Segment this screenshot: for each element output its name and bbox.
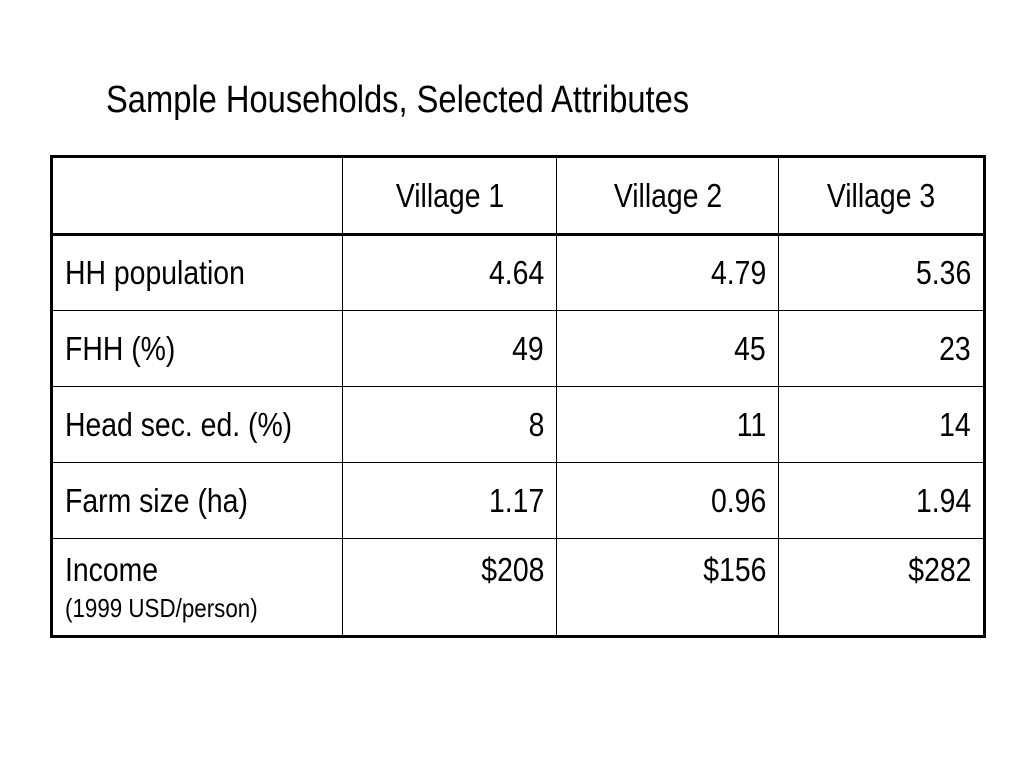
cell-value: 14 xyxy=(778,386,985,463)
cell-value: 0.96 xyxy=(556,462,779,539)
table-row: Farm size (ha) 1.17 0.96 1.94 xyxy=(51,462,985,539)
slide-title: Sample Households, Selected Attributes xyxy=(106,79,690,121)
table-row: Head sec. ed. (%) 8 11 14 xyxy=(51,386,985,463)
row-label-farm-size: Farm size (ha) xyxy=(51,462,343,539)
income-label: Income xyxy=(65,551,159,588)
header-cell-village-3: Village 3 xyxy=(778,156,985,235)
data-table: Village 1 Village 2 Village 3 HH populat… xyxy=(50,155,986,638)
cell-value: $208 xyxy=(342,538,557,637)
table-header-row: Village 1 Village 2 Village 3 xyxy=(51,156,985,235)
row-label-head-sec-ed: Head sec. ed. (%) xyxy=(51,386,343,463)
cell-value: 5.36 xyxy=(778,234,985,311)
header-cell-empty xyxy=(51,156,343,235)
row-label-income: Income (1999 USD/person) xyxy=(51,538,343,637)
cell-value: 1.94 xyxy=(778,462,985,539)
cell-value: 23 xyxy=(778,310,985,387)
table-row: FHH (%) 49 45 23 xyxy=(51,310,985,387)
cell-value: 4.79 xyxy=(556,234,779,311)
cell-value: 11 xyxy=(556,386,779,463)
row-label-fhh: FHH (%) xyxy=(51,310,343,387)
cell-value: $282 xyxy=(778,538,985,637)
attributes-table: Village 1 Village 2 Village 3 HH populat… xyxy=(50,155,986,638)
cell-value: 49 xyxy=(342,310,557,387)
row-label-hh-population: HH population xyxy=(51,234,343,311)
table-row: HH population 4.64 4.79 5.36 xyxy=(51,234,985,311)
cell-value: 8 xyxy=(342,386,557,463)
table-row: Income (1999 USD/person) $208 $156 $282 xyxy=(51,538,985,637)
cell-value: 4.64 xyxy=(342,234,557,311)
cell-value: 45 xyxy=(556,310,779,387)
header-cell-village-1: Village 1 xyxy=(342,156,557,235)
cell-value: 1.17 xyxy=(342,462,557,539)
cell-value: $156 xyxy=(556,538,779,637)
income-sublabel: (1999 USD/person) xyxy=(65,593,258,623)
header-cell-village-2: Village 2 xyxy=(556,156,779,235)
